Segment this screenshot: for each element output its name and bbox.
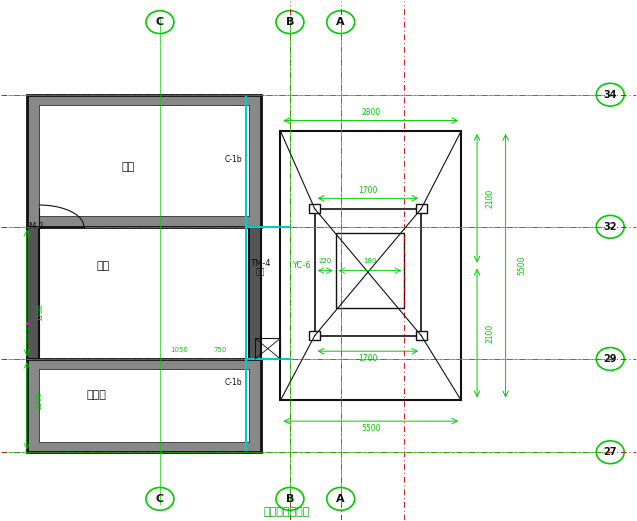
Bar bbox=[39, 369, 248, 442]
Text: 32: 32 bbox=[603, 222, 617, 232]
Text: C: C bbox=[156, 494, 164, 504]
Text: 2200: 2200 bbox=[36, 392, 43, 410]
Text: C-1b: C-1b bbox=[225, 155, 242, 164]
Text: 厨台: 厨台 bbox=[255, 267, 265, 277]
Bar bbox=[27, 227, 39, 359]
Bar bbox=[280, 131, 461, 401]
Text: 1700: 1700 bbox=[358, 186, 378, 195]
Bar bbox=[27, 95, 261, 227]
Text: 180: 180 bbox=[363, 258, 376, 264]
Text: 楼桩基础平面图: 楼桩基础平面图 bbox=[264, 507, 310, 517]
Text: A: A bbox=[336, 17, 345, 27]
Text: 1050: 1050 bbox=[170, 347, 188, 353]
Bar bbox=[415, 204, 427, 213]
Bar bbox=[27, 359, 261, 452]
Text: TM-4: TM-4 bbox=[250, 258, 270, 268]
Text: 27: 27 bbox=[603, 447, 617, 457]
Text: C: C bbox=[156, 17, 164, 27]
Bar bbox=[248, 227, 261, 359]
Text: A: A bbox=[336, 494, 345, 504]
Bar bbox=[336, 233, 404, 308]
Text: 2800: 2800 bbox=[361, 108, 380, 117]
Text: M-2: M-2 bbox=[29, 222, 44, 231]
Bar bbox=[309, 204, 320, 213]
Bar bbox=[415, 331, 427, 340]
Text: C-1b: C-1b bbox=[225, 378, 242, 387]
Text: 220: 220 bbox=[318, 258, 332, 264]
Bar bbox=[255, 338, 280, 359]
Text: 34: 34 bbox=[603, 90, 617, 100]
Text: 29: 29 bbox=[603, 354, 617, 364]
Text: 1200: 1200 bbox=[38, 303, 44, 321]
Text: B: B bbox=[286, 17, 294, 27]
Text: 5500: 5500 bbox=[361, 425, 380, 433]
Bar bbox=[309, 331, 320, 340]
Bar bbox=[39, 105, 248, 216]
Text: 2100: 2100 bbox=[485, 324, 494, 343]
Text: 1700: 1700 bbox=[358, 354, 378, 364]
Text: 餐厅: 餐厅 bbox=[122, 162, 135, 172]
Text: 750: 750 bbox=[213, 347, 227, 353]
Text: 2100: 2100 bbox=[485, 189, 494, 208]
Text: 客厅: 客厅 bbox=[96, 260, 110, 271]
Bar bbox=[315, 209, 421, 336]
Text: B: B bbox=[286, 494, 294, 504]
Text: 主卧室: 主卧室 bbox=[87, 390, 106, 400]
Text: YC-6: YC-6 bbox=[292, 261, 311, 270]
Text: 5500: 5500 bbox=[517, 256, 526, 276]
